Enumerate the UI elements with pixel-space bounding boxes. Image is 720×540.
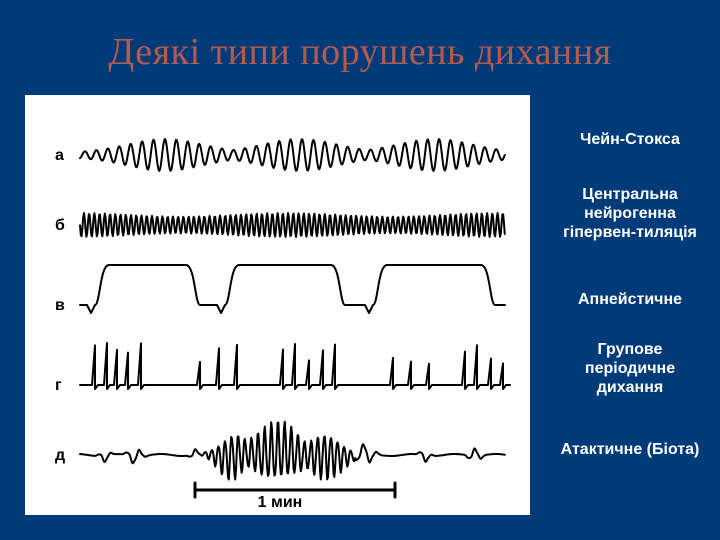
time-scale-label: 1 мин [258,494,303,511]
row-label-d: г [55,377,62,394]
pattern-label-d: Групове періодичне дихання [555,340,705,398]
row-label-b: б [55,217,65,234]
pattern-label-e: Атактичне (Біота) [555,440,705,459]
row-label-e: д [55,447,65,464]
slide-root: Деякі типи порушень дихання а б в г д 1 мин Ч… [0,0,720,540]
trace-b [80,213,505,237]
trace-c [80,265,505,313]
slide-title: Деякі типи порушень дихання [0,30,720,74]
trace-d [80,343,510,389]
breathing-patterns-svg: а б в г д 1 мин [25,95,530,515]
trace-e [80,422,505,480]
breathing-patterns-figure: а б в г д 1 мин [25,95,530,515]
trace-a [80,139,505,171]
pattern-label-a: Чейн-Стокса [555,130,705,149]
pattern-label-c: Апнейстичне [555,290,705,309]
row-label-c: в [55,297,65,314]
row-label-a: а [55,147,64,164]
pattern-label-b: Центральна нейрогенна гіпервен-тиляція [555,185,705,243]
